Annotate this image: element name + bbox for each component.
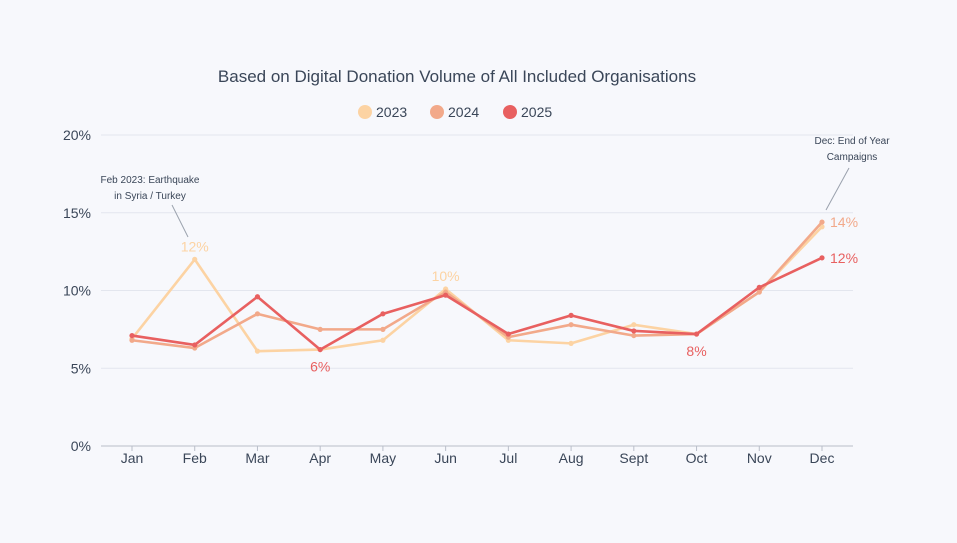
legend-label-2025: 2025 xyxy=(521,104,552,120)
series-line-2023 xyxy=(130,225,824,353)
data-label: 12% xyxy=(830,250,858,266)
data-point-2023 xyxy=(192,256,198,262)
series-line-2025 xyxy=(130,256,824,351)
y-tick-label: 15% xyxy=(63,205,91,221)
chart-title: Based on Digital Donation Volume of All … xyxy=(218,67,696,86)
x-tick-label: Feb xyxy=(183,450,207,466)
y-tick-label: 20% xyxy=(63,127,91,143)
annotation-text: Campaigns xyxy=(827,152,878,163)
x-tick-label: Mar xyxy=(245,450,269,466)
legend-marker-2023 xyxy=(358,105,372,119)
data-point-2025 xyxy=(505,331,511,337)
data-label: 6% xyxy=(310,359,330,375)
annotation-text: Feb 2023: Earthquake xyxy=(101,175,200,186)
data-point-2025 xyxy=(631,328,637,334)
data-point-2024 xyxy=(317,326,323,332)
x-tick-label: Apr xyxy=(309,450,331,466)
series-line-2024 xyxy=(130,220,824,350)
data-point-2024 xyxy=(254,311,261,317)
data-label: 8% xyxy=(686,343,706,359)
data-point-2025 xyxy=(568,312,574,318)
data-point-2025 xyxy=(819,255,825,261)
x-tick-label: Sept xyxy=(619,450,648,466)
annotation-leader-line xyxy=(825,167,850,211)
annotation-text: Dec: End of Year xyxy=(814,136,890,147)
data-point-2024 xyxy=(756,289,762,295)
x-tick-label: Dec xyxy=(810,450,835,466)
x-tick-label: Oct xyxy=(686,450,708,466)
x-tick-label: Aug xyxy=(559,450,584,466)
y-tick-label: 0% xyxy=(71,438,91,454)
legend-marker-2025 xyxy=(503,105,517,119)
data-point-2025 xyxy=(317,346,323,353)
data-point-2024 xyxy=(380,326,386,332)
x-tick-label: Jan xyxy=(121,450,144,466)
legend-label-2023: 2023 xyxy=(376,104,407,120)
data-point-2025 xyxy=(380,311,386,317)
y-tick-label: 5% xyxy=(71,360,91,376)
data-point-2024 xyxy=(129,337,135,343)
data-point-2024 xyxy=(568,322,574,328)
data-label: 14% xyxy=(830,214,858,230)
data-point-2025 xyxy=(443,292,449,298)
data-point-2023 xyxy=(568,340,574,346)
annotation-leader-line xyxy=(171,204,189,238)
data-point-2025 xyxy=(693,331,700,337)
data-point-2024 xyxy=(631,332,637,339)
x-tick-label: Nov xyxy=(747,450,772,466)
data-label: 12% xyxy=(181,238,209,254)
x-tick-label: Jul xyxy=(499,450,517,466)
y-tick-label: 10% xyxy=(63,283,91,299)
data-point-2024 xyxy=(819,219,825,225)
data-label: 10% xyxy=(432,268,460,284)
data-point-2023 xyxy=(380,337,386,343)
data-point-2025 xyxy=(756,284,762,290)
legend-label-2024: 2024 xyxy=(448,104,479,120)
data-point-2025 xyxy=(254,294,261,300)
x-tick-label: Jun xyxy=(434,450,457,466)
data-point-2025 xyxy=(129,332,135,339)
x-tick-label: May xyxy=(370,450,396,466)
data-point-2023 xyxy=(631,322,637,328)
annotation-text: in Syria / Turkey xyxy=(114,191,186,202)
legend-marker-2024 xyxy=(430,105,444,119)
data-point-2025 xyxy=(192,342,198,348)
data-point-2023 xyxy=(254,348,261,354)
